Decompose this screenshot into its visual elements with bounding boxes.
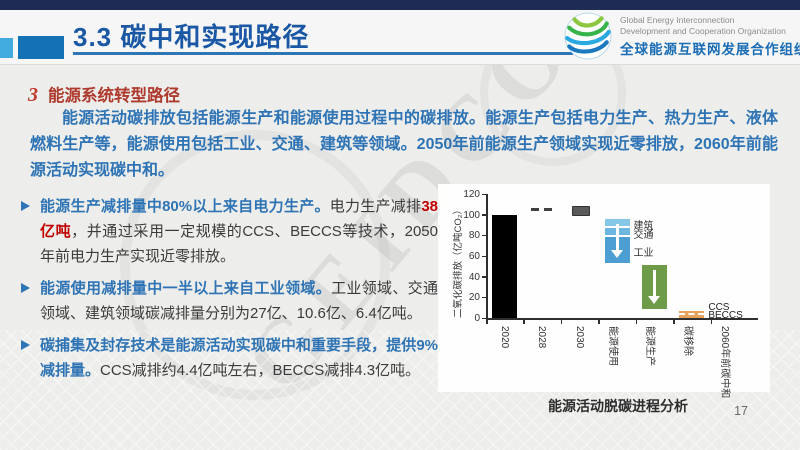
title-accent-square-dark xyxy=(18,36,64,59)
chart-y-tick-label: 80 xyxy=(468,230,480,242)
bullet-list: 能源生产减排量中80%以上来自电力生产。电力生产减排38亿吨，并通过采用一定规模… xyxy=(20,194,438,390)
chart-annotation-BECCS: BECCS xyxy=(708,310,743,322)
bullet-item: 能源生产减排量中80%以上来自电力生产。电力生产减排38亿吨，并通过采用一定规模… xyxy=(20,194,438,269)
bullet-text: 能源生产减排量中80%以上来自电力生产。电力生产减排38亿吨，并通过采用一定规模… xyxy=(40,194,438,269)
chart-y-tick-mark xyxy=(482,193,486,195)
chart-y-tick-mark xyxy=(482,234,486,237)
chart-annotation-CCS: CCS xyxy=(708,302,730,314)
chart-x-tick-label: 能源生产 xyxy=(644,326,656,366)
watermark-circle xyxy=(120,130,390,400)
chart-x-tick-label: 2020 xyxy=(498,326,510,349)
chart-bar-能源使用 xyxy=(604,218,630,264)
chart-x-tick-mark xyxy=(523,320,525,324)
bullet-text-body: CCS减排约4.4亿吨左右，BECCS减排4.3亿吨。 xyxy=(100,362,421,379)
bullet-text-body: 电力生产减排 xyxy=(329,198,422,215)
chart-y-tick-mark xyxy=(482,317,486,319)
bullet-item: 能源使用减排量中一半以上来自工业领域。工业领域、交通领域、建筑领域碳减排量分别为… xyxy=(20,276,438,326)
chart-bar-能源生产 xyxy=(641,265,667,309)
page-number: 17 xyxy=(734,404,748,418)
chart-x-tick-mark xyxy=(635,320,638,324)
section-number-icon: 3 xyxy=(28,84,38,106)
down-arrow-shaft xyxy=(615,223,619,252)
chart-segment-label: 工业 xyxy=(633,247,654,259)
header xyxy=(0,10,800,65)
down-arrow-head xyxy=(611,250,623,259)
chart-bar-segment xyxy=(604,218,630,228)
bullet-text-body: 工业领域、交通领域、建筑领域碳减排量分别为27亿、10.6亿、6.4亿吨。 xyxy=(40,280,438,322)
top-accent-bar xyxy=(0,0,800,10)
chart-bar-碳移除 xyxy=(679,310,705,318)
chart-x-axis-line xyxy=(486,318,758,320)
bullet-text-lead: 碳捕集及封存技术是能源活动实现碳中和重要手段，提供9%减排量。 xyxy=(40,337,438,379)
chart-dash-marker xyxy=(544,208,553,211)
chart-x-tick-mark xyxy=(598,320,600,324)
section-heading: 能源系统转型路径 xyxy=(48,87,180,105)
chart-segment-label: 交通 xyxy=(633,229,654,241)
chart-x-tick-label: 碳移除 xyxy=(681,326,693,356)
chart-x-tick-label: 能源使用 xyxy=(607,326,618,366)
chart-y-tick-label: 60 xyxy=(468,251,480,262)
logo-text-en-line2: Development and Cooperation Organization xyxy=(620,26,786,36)
bullet-arrow-icon xyxy=(21,283,30,293)
chart-dash-marker xyxy=(531,208,540,211)
chart-x-tick-label: 2030 xyxy=(573,326,585,349)
chart-y-tick-mark xyxy=(482,296,486,299)
chart-y-tick-mark xyxy=(482,255,486,257)
chart-y-tick-label: 100 xyxy=(463,209,480,221)
page-title: 3.3 碳中和实现路径 xyxy=(73,22,310,52)
chart-y-tick-label: 0 xyxy=(474,313,480,324)
title-accent-square-light xyxy=(0,38,13,58)
chart-y-tick-label: 40 xyxy=(468,271,480,283)
down-arrow-shaft xyxy=(652,270,656,297)
organization-logo: Global Energy Interconnection Developmen… xyxy=(563,11,800,61)
chart-box-marker xyxy=(571,205,590,216)
chart-x-tick-mark xyxy=(673,320,675,324)
bullet-text-lead: 能源使用减排量中一半以上来自工业领域。 xyxy=(40,280,332,297)
chart-bar-2020 xyxy=(492,214,518,318)
logo-text-en-line1: Global Energy Interconnection xyxy=(620,15,735,25)
bullet-arrow-icon xyxy=(21,201,30,211)
bullet-text: 碳捕集及封存技术是能源活动实现碳中和重要手段，提供9%减排量。CCS减排约4.4… xyxy=(40,333,438,383)
title-underline xyxy=(73,52,573,55)
chart-plot-area: 0 20 40 60 80 100 120 2020 2028 2030 能源使用 能源生产 碳移除 20… xyxy=(438,184,770,398)
chart-y-axis-line xyxy=(486,194,488,318)
logo-text-cn: 全球能源互联网发展合作组织 xyxy=(620,42,800,57)
chart-segment-label: 建筑 xyxy=(633,220,654,232)
bullet-arrow-icon xyxy=(21,340,30,350)
chart-y-tick-mark xyxy=(482,214,486,216)
intro-paragraph: 能源活动碳排放包括能源生产和能源使用过程中的碳排放。能源生产包括电力生产、热力生… xyxy=(30,110,778,179)
bullet-text: 能源使用减排量中一半以上来自工业领域。工业领域、交通领域、建筑领域碳减排量分别为… xyxy=(40,276,438,326)
bullet-text-highlight: 38亿吨 xyxy=(40,198,438,240)
chart-x-tick-mark xyxy=(486,320,488,324)
chart-split-divider xyxy=(679,313,705,316)
chart-y-tick-label: 120 xyxy=(463,189,480,200)
chart-x-tick-mark xyxy=(560,320,563,324)
chart-caption: 能源活动脱碳进程分析 xyxy=(548,398,688,414)
down-arrow-head xyxy=(648,295,661,304)
bullet-text-body: ，并通过采用一定规模的CCS、BECCS等技术，2050年前电力生产实现近零排放… xyxy=(40,223,438,265)
bullet-item: 碳捕集及封存技术是能源活动实现碳中和重要手段，提供9%减排量。CCS减排约4.4… xyxy=(20,333,438,383)
bullet-text-lead: 能源生产减排量中80%以上来自电力生产。 xyxy=(40,198,330,215)
chart-x-tick-label: 2060年前碳中和 xyxy=(719,326,731,399)
chart: 二氧化碳排放（亿吨CO₂） 0 20 40 60 80 100 120 2020 2028 203… xyxy=(438,184,770,398)
chart-y-tick-label: 20 xyxy=(468,292,480,304)
chart-x-tick-mark xyxy=(710,320,713,324)
chart-x-tick-label: 2028 xyxy=(536,326,548,349)
globe-logo-icon xyxy=(563,12,613,65)
section-heading-row: 3 能源系统转型路径 xyxy=(28,82,180,107)
chart-y-tick-mark xyxy=(482,276,486,278)
